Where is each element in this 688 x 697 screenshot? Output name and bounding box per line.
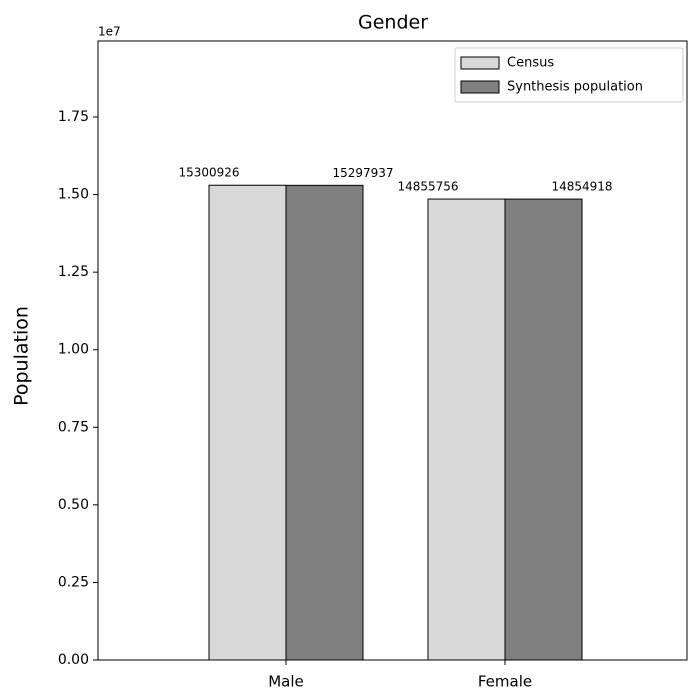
x-tick-label: Male xyxy=(268,673,304,691)
data-label: 14854918 xyxy=(551,180,612,194)
y-tick-label: 0.75 xyxy=(58,419,89,435)
y-offset-label: 1e7 xyxy=(98,25,121,39)
bar xyxy=(427,198,506,661)
bar xyxy=(285,184,364,661)
y-tick-label: 0.00 xyxy=(58,652,89,668)
y-tick-label: 0.25 xyxy=(58,574,89,590)
y-tick-label: 1.25 xyxy=(58,264,89,280)
y-tick-label: 1.75 xyxy=(58,109,89,125)
plot-frame xyxy=(97,40,688,661)
bar xyxy=(208,184,287,661)
legend-label: Census xyxy=(507,56,554,71)
data-label: 15300926 xyxy=(178,166,239,180)
legend-swatch xyxy=(460,56,500,70)
legend-label: Synthesis population xyxy=(507,80,643,95)
legend-swatch xyxy=(460,80,500,94)
y-axis-label: Population xyxy=(11,306,33,406)
legend-box xyxy=(454,47,684,103)
bar xyxy=(504,198,583,661)
data-label: 14855756 xyxy=(397,180,458,194)
chart-title: Gender xyxy=(358,12,428,34)
y-tick-label: 1.50 xyxy=(58,187,89,203)
y-tick-label: 1.00 xyxy=(58,342,89,358)
y-tick-label: 0.50 xyxy=(58,497,89,513)
x-tick-label: Female xyxy=(478,673,532,691)
data-label: 15297937 xyxy=(332,166,393,180)
